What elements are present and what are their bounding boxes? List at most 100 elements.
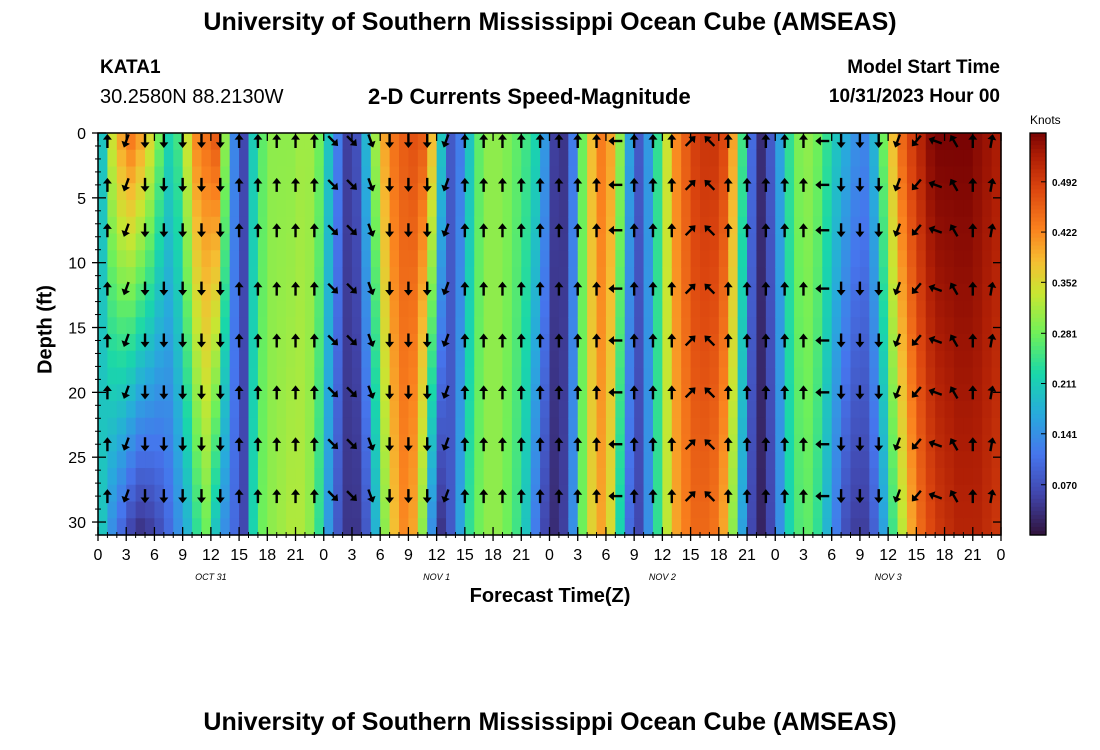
heatmap-cell [427, 451, 438, 469]
current-vector-arrow [573, 177, 583, 192]
heatmap-cell [662, 300, 673, 318]
heatmap-cell [784, 451, 795, 469]
current-vector-arrow [608, 439, 623, 449]
heatmap-cell [700, 468, 711, 486]
current-vector-arrow [272, 177, 282, 192]
heatmap-cell [605, 267, 616, 285]
current-vector-arrow [798, 177, 808, 192]
heatmap-cell [145, 300, 156, 318]
heatmap-cell [700, 451, 711, 469]
current-vector-arrow [460, 385, 470, 400]
x-tick-label: 6 [150, 547, 159, 564]
colorbar-swatch [1030, 173, 1046, 178]
heatmap-cell [304, 133, 315, 151]
heatmap-cell [257, 183, 268, 201]
heatmap-cell [972, 484, 983, 503]
heatmap-cell [502, 384, 513, 402]
heatmap-cell [737, 216, 748, 235]
heatmap-cell [370, 384, 381, 402]
colorbar-swatch [1030, 502, 1046, 508]
heatmap-cell [361, 200, 372, 218]
heatmap-cell [728, 501, 739, 519]
heatmap-cell [963, 501, 974, 519]
heatmap-cell [869, 468, 880, 486]
heatmap-cell [229, 267, 240, 285]
heatmap-cell [163, 183, 174, 201]
heatmap-cell [587, 283, 598, 302]
current-vector-arrow [911, 224, 922, 236]
current-vector-arrow [874, 385, 884, 400]
heatmap-cell [370, 417, 381, 436]
heatmap-cell [267, 417, 278, 436]
current-vector-arrow [346, 438, 357, 450]
heatmap-cell [145, 501, 156, 519]
heatmap-cell [304, 468, 315, 486]
heatmap-cell [765, 417, 776, 436]
current-vector-arrow [780, 333, 790, 348]
heatmap-cell [784, 233, 795, 251]
heatmap-cell [248, 434, 259, 452]
heatmap-cell [351, 300, 362, 318]
heatmap-cell [728, 216, 739, 235]
heatmap-cell [596, 317, 607, 335]
heatmap-cell [116, 367, 127, 385]
heatmap-cell [417, 401, 428, 419]
heatmap-cell [888, 283, 899, 302]
heatmap-cell [747, 384, 758, 402]
heatmap-cell [812, 216, 823, 235]
heatmap-cell [596, 200, 607, 218]
heatmap-cell [596, 434, 607, 452]
heatmap-cell [295, 501, 306, 519]
heatmap-cell [587, 384, 598, 402]
heatmap-cell [333, 216, 344, 235]
current-vector-arrow [178, 223, 188, 238]
heatmap-cell [972, 518, 983, 536]
current-vector-arrow [215, 437, 225, 452]
current-vector-arrow [121, 437, 130, 451]
heatmap-cell [493, 434, 504, 452]
heatmap-cell [511, 283, 522, 302]
current-vector-arrow [535, 281, 545, 296]
current-vector-arrow [928, 225, 943, 235]
heatmap-cell [690, 166, 701, 184]
heatmap-cell [399, 334, 410, 352]
heatmap-cell [201, 334, 212, 352]
day-label: NOV 3 [875, 572, 902, 582]
heatmap-cell [671, 334, 682, 352]
heatmap-cell [446, 434, 457, 452]
current-vector-arrow [761, 281, 771, 296]
heatmap-cell [493, 183, 504, 201]
current-vector-arrow [608, 491, 623, 501]
heatmap-cell [182, 484, 193, 503]
heatmap-cell [417, 283, 428, 302]
heatmap-cell [229, 334, 240, 352]
heatmap-cell [154, 384, 165, 402]
heatmap-cell [436, 484, 447, 503]
heatmap-cell [286, 133, 297, 151]
heatmap-cell [417, 300, 428, 318]
heatmap-cell [558, 334, 569, 352]
heatmap-cell [521, 200, 532, 218]
heatmap-cell [267, 484, 278, 503]
heatmap-cell [878, 283, 889, 302]
heatmap-cell [474, 518, 485, 536]
current-vector-arrow [441, 385, 450, 399]
heatmap-cell [718, 166, 729, 184]
heatmap-cell [869, 250, 880, 268]
heatmap-cell [888, 451, 899, 469]
heatmap-cell [530, 183, 541, 201]
current-vector-arrow [684, 439, 696, 451]
colorbar-swatch [1030, 386, 1046, 391]
heatmap-cell [568, 149, 579, 168]
heatmap-cell [464, 468, 475, 486]
current-vector-arrow [892, 489, 902, 503]
heatmap-cell [107, 501, 118, 519]
colorbar-swatch [1030, 470, 1046, 476]
heatmap-cell [700, 133, 711, 151]
heatmap-cell [502, 367, 513, 385]
heatmap-cell [803, 149, 814, 168]
heatmap-cell [888, 149, 899, 168]
heatmap-cell [502, 250, 513, 268]
heatmap-cell [483, 434, 494, 452]
heatmap-cell [765, 367, 776, 385]
